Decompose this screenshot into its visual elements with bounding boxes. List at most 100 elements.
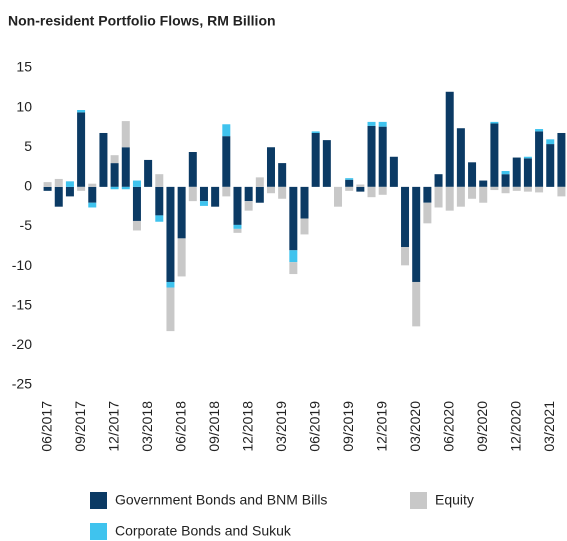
bar [255,177,264,187]
bar [401,186,410,248]
x-tick-label: 06/2017 [38,401,54,452]
bar [177,186,186,239]
bar [345,178,354,180]
bar [121,147,130,187]
bar [501,174,510,187]
bar [54,186,63,207]
bar [479,186,488,203]
bar [43,186,52,191]
bar [289,262,298,275]
bar [378,186,387,195]
bar [99,132,108,187]
bar [445,186,454,211]
bar [110,155,119,164]
bar [255,186,264,203]
bar [367,186,376,198]
bar [121,186,130,190]
bar [155,215,164,222]
bar [412,186,421,282]
bar [523,186,532,192]
bar [401,247,410,266]
bar [300,186,309,219]
bar [278,163,287,187]
bar [311,132,320,187]
bar [211,186,220,207]
bar [468,186,477,199]
x-tick-label: 09/2019 [340,401,356,452]
bar [356,184,365,187]
bar [289,250,298,263]
bar [322,140,331,187]
bar [300,218,309,235]
legend-label: Equity [435,492,474,508]
x-tick-label: 12/2020 [507,401,523,452]
x-tick-label: 12/2017 [105,401,121,452]
legend-swatch [410,492,427,509]
x-tick-label: 12/2019 [373,401,389,452]
bar [88,202,97,208]
y-tick-label: -5 [20,217,33,233]
bar [266,186,275,194]
bar [199,201,208,206]
bar [65,181,74,187]
bar [334,186,343,207]
bar [166,281,175,288]
bar [222,136,231,187]
bar [132,220,141,231]
legend-label: Government Bonds and BNM Bills [115,492,327,508]
bar [490,186,499,191]
legend-label: Corporate Bonds and Sukuk [115,523,292,539]
bar [65,186,74,197]
bar [378,121,387,127]
bar [43,182,52,187]
bar [345,179,354,187]
bar [166,186,175,282]
bar [535,131,544,187]
bar [132,180,141,187]
x-tick-label: 09/2020 [474,401,490,452]
bar [289,186,298,251]
bar [244,186,253,202]
bar [311,131,320,133]
bar [512,186,521,191]
y-tick-label: -20 [12,336,32,352]
bar [389,156,398,187]
bar [501,171,510,175]
y-tick-label: 0 [24,178,32,194]
bar [88,183,97,187]
bar [546,144,555,187]
x-tick-label: 12/2018 [239,401,255,452]
bar [188,186,197,202]
bar [155,174,164,187]
bar [188,152,197,187]
bar [535,129,544,132]
bar [423,186,432,203]
bar [77,186,86,191]
bar [423,202,432,224]
bar [199,186,208,202]
bar [144,159,153,187]
bar [412,281,421,327]
y-tick-label: 15 [16,59,32,75]
bar [456,186,465,207]
bar [110,163,119,187]
bar [367,125,376,187]
bar [77,112,86,187]
bar [166,287,175,332]
bar [479,180,488,187]
bar [88,186,97,203]
y-tick-label: -25 [12,376,32,392]
bar [490,123,499,187]
bar [155,186,164,216]
bar [54,178,63,187]
bar [367,121,376,126]
bar [177,238,186,277]
bar [557,186,566,197]
bar [233,224,242,229]
bar [233,228,242,233]
bar [501,186,510,194]
x-tick-label: 06/2020 [440,401,456,452]
bar [523,156,532,159]
legend-swatch [90,492,107,509]
